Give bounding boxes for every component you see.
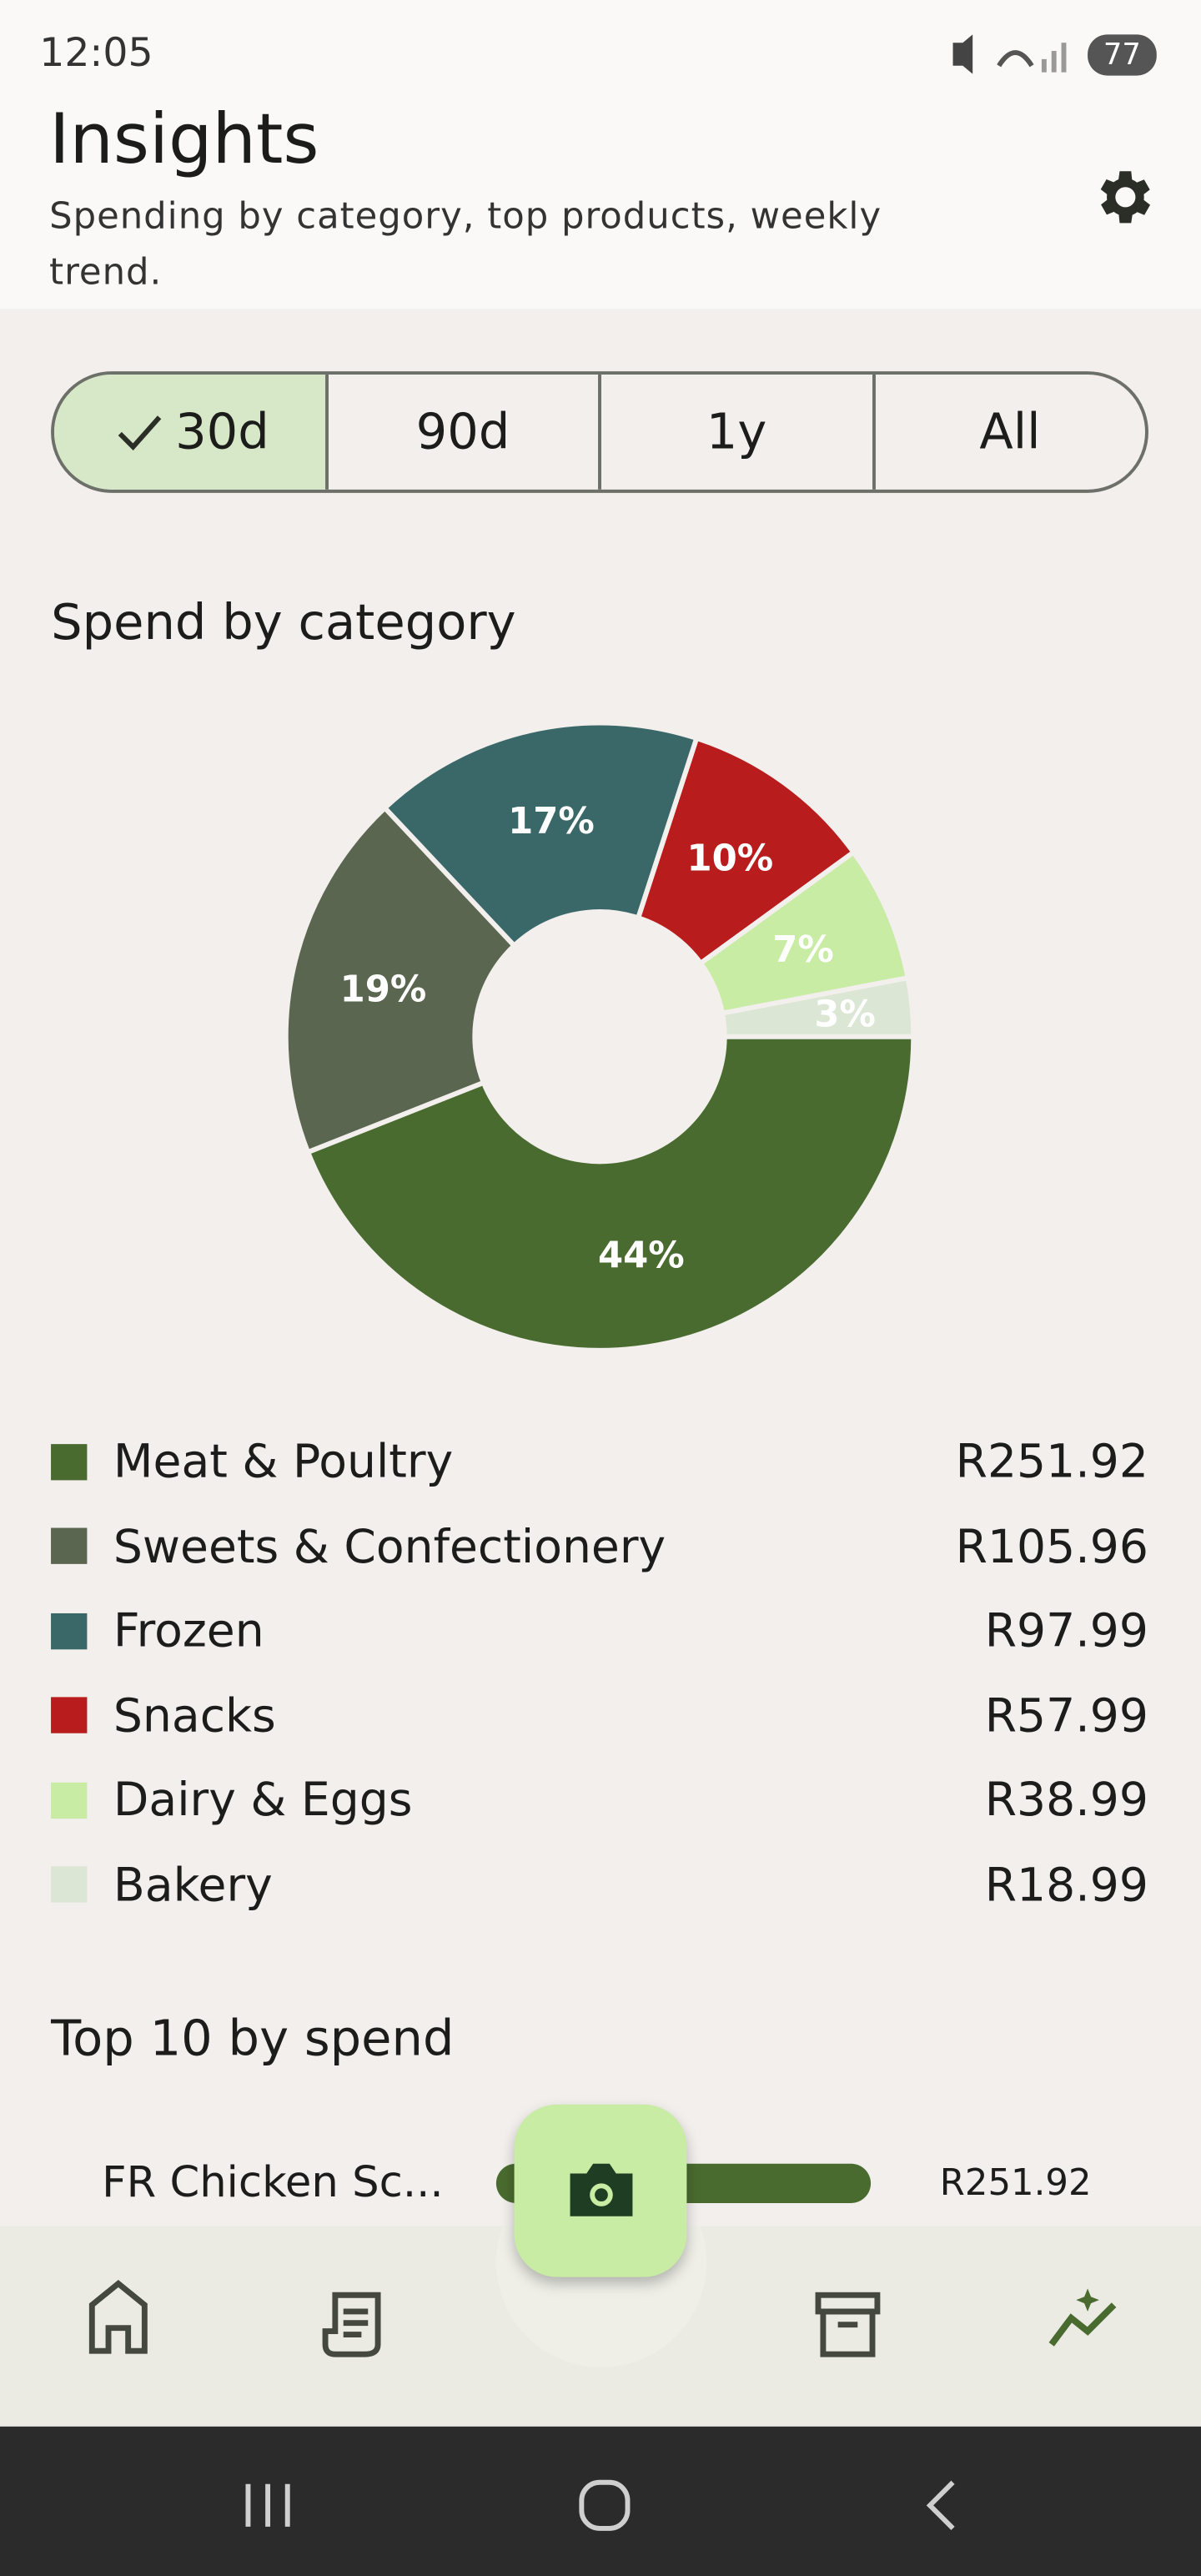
- product-name: FR Chicken Sc...: [102, 2158, 444, 2208]
- system-nav: [0, 2426, 1201, 2576]
- header: [0, 98, 1201, 309]
- legend-row: Sweets & Confectionery R105.96: [51, 1504, 1148, 1588]
- pie-slice: [304, 1034, 917, 1353]
- system-nav-icons: [245, 2479, 955, 2531]
- legend-amount: R251.92: [955, 1434, 1148, 1489]
- slice-label: 3%: [814, 994, 876, 1036]
- pie-slice: [381, 720, 701, 949]
- nav-receipts[interactable]: [322, 2292, 381, 2357]
- legend-amount: R97.99: [984, 1603, 1148, 1658]
- legend-label: Sweets & Confectionery: [113, 1519, 666, 1574]
- settings-button[interactable]: [1091, 163, 1160, 232]
- slice-label: 44%: [598, 1235, 685, 1277]
- scan-button[interactable]: [514, 2104, 687, 2277]
- product-amount: R251.92: [939, 2162, 1092, 2204]
- legend-row: Bakery R18.99: [51, 1843, 1148, 1927]
- legend-amount: R105.96: [955, 1519, 1148, 1574]
- legend-amount: R57.99: [984, 1688, 1148, 1743]
- nav-home[interactable]: [88, 2280, 148, 2354]
- slice-label: 7%: [772, 929, 834, 971]
- camera-icon: [570, 2163, 633, 2216]
- legend-label: Bakery: [113, 1857, 273, 1912]
- section-title: Top 10 by spend: [51, 2010, 455, 2069]
- slice-label: 17%: [508, 801, 595, 843]
- range-tab[interactable]: 1y: [598, 375, 872, 490]
- nav-archive[interactable]: [815, 2292, 881, 2357]
- range-tab[interactable]: 30d: [54, 375, 325, 490]
- legend-swatch: [51, 1866, 88, 1904]
- nav-insights[interactable]: [1048, 2288, 1117, 2347]
- legend: Meat & Poultry R251.92 Sweets & Confection…: [51, 1420, 1148, 1928]
- legend-row: Dairy & Eggs R38.99: [51, 1758, 1148, 1842]
- range-tab[interactable]: All: [872, 375, 1145, 490]
- tab-label: 90d: [415, 403, 510, 461]
- legend-amount: R18.99: [984, 1857, 1148, 1912]
- legend-row: Frozen R97.99: [51, 1588, 1148, 1673]
- legend-row: Meat & Poultry R251.92: [51, 1420, 1148, 1504]
- legend-swatch: [51, 1782, 88, 1819]
- legend-swatch: [51, 1443, 88, 1480]
- status-icons: 77: [952, 34, 1157, 76]
- pie-slice: [719, 974, 917, 1039]
- donut-chart: 44% 19% 17% 10% 7% 3%: [283, 720, 917, 1353]
- slice-label: 19%: [340, 969, 427, 1010]
- page-title: Insights: [49, 98, 319, 179]
- pie-slice: [635, 735, 857, 967]
- legend-swatch: [51, 1697, 88, 1734]
- section-title: Spend by category: [51, 594, 516, 652]
- legend-label: Snacks: [113, 1688, 276, 1743]
- home-button[interactable]: [579, 2479, 631, 2531]
- page-subtitle: Spending by category, top products, week…: [49, 197, 882, 294]
- recents-button[interactable]: [245, 2483, 290, 2527]
- check-icon: [118, 415, 161, 450]
- slice-label: 10%: [686, 838, 773, 879]
- battery-level: 77: [1103, 38, 1141, 72]
- legend-swatch: [51, 1528, 88, 1565]
- legend-label: Dairy & Eggs: [113, 1773, 413, 1828]
- range-tab[interactable]: 90d: [324, 375, 598, 490]
- clock: 12:05: [39, 29, 153, 76]
- range-tabs: 30d 90d 1y All: [51, 371, 1148, 493]
- legend-amount: R38.99: [984, 1773, 1148, 1828]
- pie-slice: [283, 804, 518, 1155]
- legend-label: Frozen: [113, 1603, 264, 1658]
- back-button[interactable]: [926, 2480, 955, 2530]
- tab-label: 1y: [706, 403, 767, 461]
- check: [118, 415, 161, 450]
- legend-row: Snacks R57.99: [51, 1673, 1148, 1758]
- status-bar: 12:05 77: [0, 0, 1201, 99]
- legend-swatch: [51, 1613, 88, 1649]
- tab-label: All: [979, 403, 1041, 461]
- legend-label: Meat & Poultry: [113, 1434, 454, 1489]
- tab-label: 30d: [175, 403, 269, 461]
